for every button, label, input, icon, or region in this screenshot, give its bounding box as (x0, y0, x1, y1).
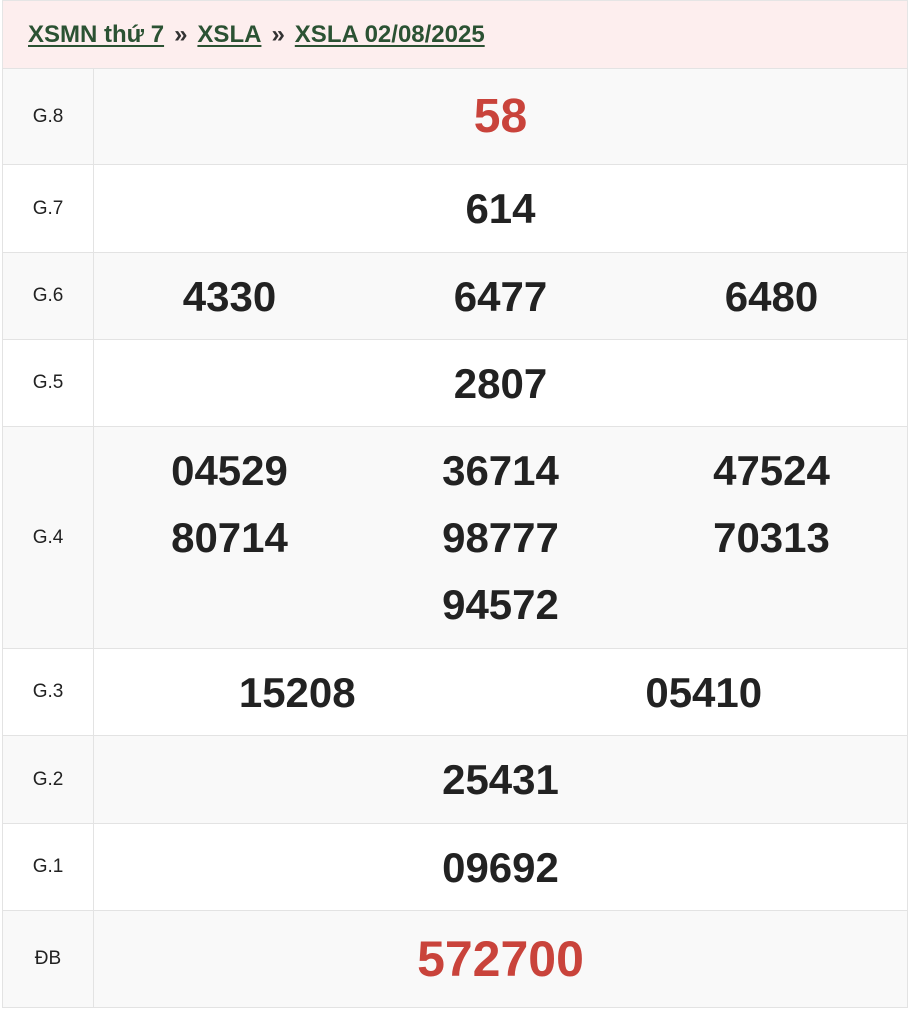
prize-row: G.1 09692 (2, 823, 908, 911)
number-column: 572700 (94, 926, 907, 993)
breadcrumb: XSMN thứ 7 » XSLA » XSLA 02/08/2025 (2, 0, 908, 68)
prize-number: 94572 (442, 581, 559, 628)
prize-numbers: 572700 (93, 910, 908, 1008)
prize-numbers: 614 (93, 164, 908, 253)
breadcrumb-link-xsmn[interactable]: XSMN thứ 7 (28, 20, 165, 48)
number-column: 2807 (94, 350, 907, 417)
number-column: 47524 70313 (636, 437, 907, 571)
prize-number: 2807 (453, 359, 548, 407)
prize-row: G.3 15208 05410 (2, 648, 908, 736)
prize-row: G.7 614 (2, 164, 908, 253)
prize-number: 4330 (182, 272, 277, 320)
prize-numbers: 58 (93, 68, 908, 165)
number-column: 09692 (94, 834, 907, 901)
prize-row: G.5 2807 (2, 339, 908, 427)
prize-numbers: 25431 (93, 735, 908, 824)
breadcrumb-separator: » (174, 20, 188, 48)
breadcrumb-link-date[interactable]: XSLA 02/08/2025 (294, 20, 485, 48)
prize-number: 04529 (171, 447, 288, 494)
prize-number: 25431 (442, 756, 559, 803)
prize-number: 15208 (238, 668, 356, 716)
prize-number: 09692 (442, 843, 559, 891)
prize-label: G.5 (2, 339, 94, 427)
prize-number: 70313 (713, 514, 830, 561)
prize-label: G.6 (2, 252, 94, 340)
number-column: 6477 (365, 263, 636, 330)
number-column: 614 (94, 175, 907, 242)
prize-numbers: 4330 6477 6480 (93, 252, 908, 340)
prize-row: G.4 04529 80714 36714 98777 94572 47524 70313 (2, 426, 908, 649)
prize-number: 6477 (453, 272, 548, 320)
prize-label: G.8 (2, 68, 94, 165)
number-column: 4330 (94, 263, 365, 330)
prize-number: 80714 (171, 514, 288, 561)
prize-label: G.2 (2, 735, 94, 824)
prize-row: ĐB 572700 (2, 910, 908, 1008)
prize-label: G.3 (2, 648, 94, 736)
prize-number: 572700 (417, 930, 584, 987)
breadcrumb-link-xsla[interactable]: XSLA (197, 20, 262, 48)
prize-label: G.7 (2, 164, 94, 253)
number-column: 58 (94, 83, 907, 150)
prize-number: 58 (473, 90, 528, 143)
number-column: 05410 (501, 659, 908, 726)
prize-numbers: 09692 (93, 823, 908, 911)
number-column: 25431 (94, 746, 907, 813)
number-column: 15208 (94, 659, 501, 726)
prize-number: 05410 (645, 668, 763, 716)
prize-numbers: 15208 05410 (93, 648, 908, 736)
prize-row: G.6 4330 6477 6480 (2, 252, 908, 340)
prize-number: 47524 (713, 447, 830, 494)
number-column: 04529 80714 (94, 437, 365, 571)
prize-number: 614 (465, 185, 536, 232)
results-table: G.8 58 G.7 614 G.6 4330 6477 6480 G.5 2807 G.4 0452… (2, 68, 908, 1008)
breadcrumb-separator: » (271, 20, 285, 48)
prize-label: G.4 (2, 426, 94, 649)
prize-number: 98777 (442, 514, 559, 561)
number-column: 6480 (636, 263, 907, 330)
prize-row: G.8 58 (2, 68, 908, 165)
prize-label: G.1 (2, 823, 94, 911)
prize-numbers: 04529 80714 36714 98777 94572 47524 70313 (93, 426, 908, 649)
prize-number: 36714 (442, 447, 559, 494)
prize-number: 6480 (724, 272, 819, 320)
number-column: 36714 98777 94572 (365, 437, 636, 638)
prize-row: G.2 25431 (2, 735, 908, 824)
prize-numbers: 2807 (93, 339, 908, 427)
prize-label: ĐB (2, 910, 94, 1008)
